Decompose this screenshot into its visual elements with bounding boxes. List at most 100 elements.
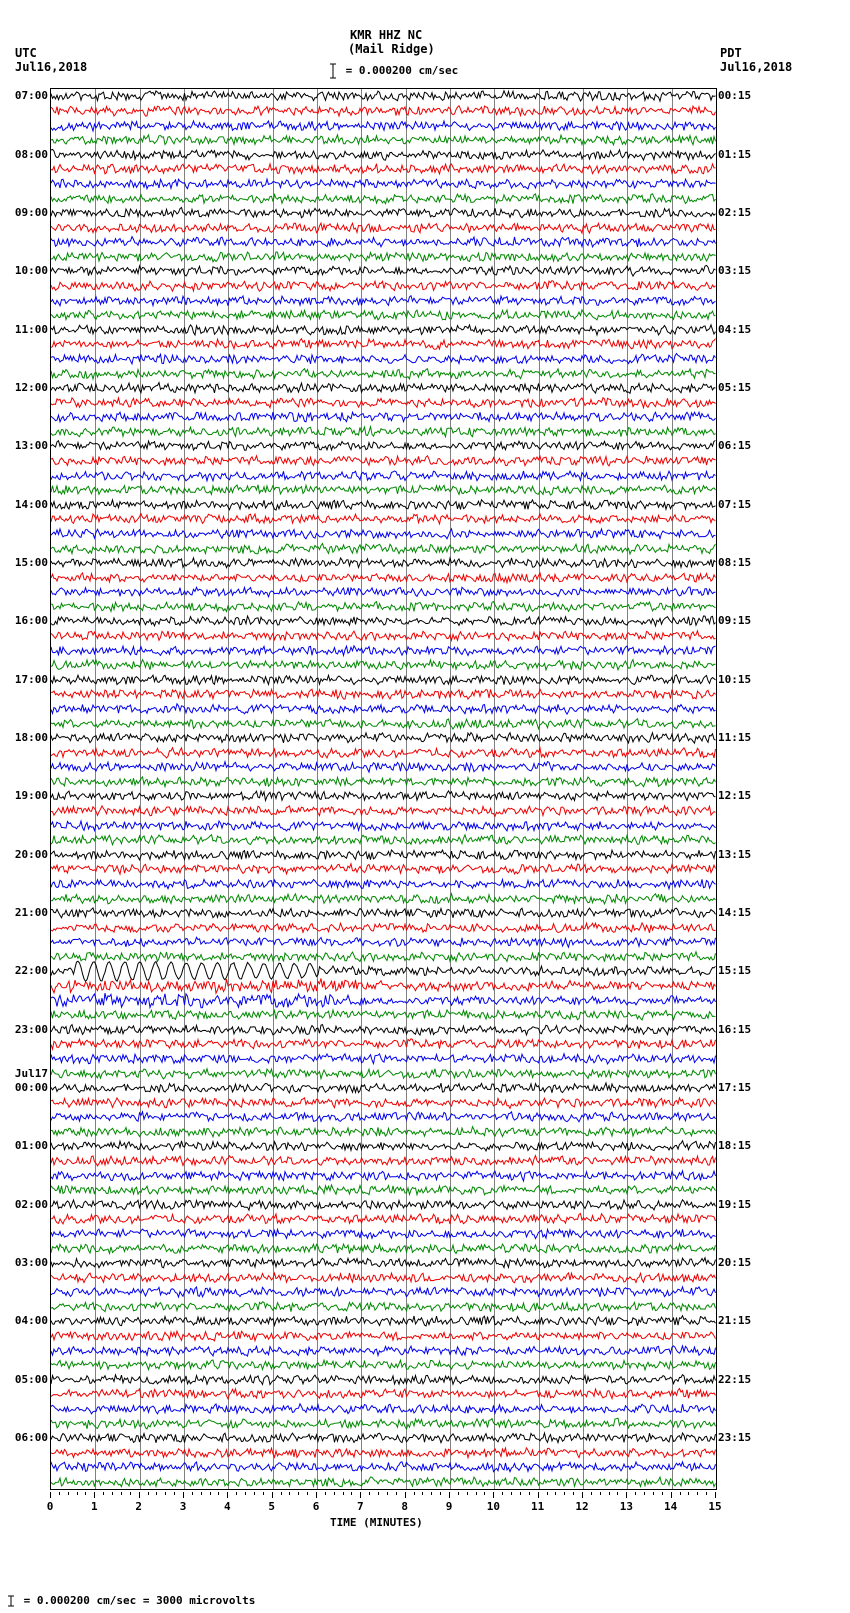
- seismic-trace: [51, 1445, 716, 1489]
- x-tick-minor: [688, 1492, 689, 1495]
- time-label-pdt: 10:15: [718, 673, 751, 686]
- seismic-trace: [51, 410, 716, 454]
- seismic-trace: [51, 1372, 716, 1416]
- x-tick-minor: [68, 1492, 69, 1495]
- time-label-pdt: 21:15: [718, 1314, 751, 1327]
- grid-line: [406, 89, 407, 1489]
- seismic-trace: [51, 629, 716, 673]
- grid-line: [494, 89, 495, 1489]
- x-tick: [227, 1492, 228, 1498]
- time-label-pdt: 23:15: [718, 1431, 751, 1444]
- x-tick: [671, 1492, 672, 1498]
- time-label-utc: 02:00: [3, 1198, 48, 1211]
- seismic-trace: [51, 745, 716, 789]
- time-label-utc: 04:00: [3, 1314, 48, 1327]
- x-tick-minor: [236, 1492, 237, 1495]
- seismic-trace: [51, 877, 716, 921]
- x-tick-minor: [201, 1492, 202, 1495]
- seismic-trace: [51, 439, 716, 483]
- x-tick-label: 2: [135, 1500, 142, 1513]
- time-label-pdt: 00:15: [718, 89, 751, 102]
- time-label-utc: 22:00: [3, 964, 48, 977]
- seismic-trace: [51, 1081, 716, 1125]
- seismic-trace: [51, 89, 716, 133]
- time-label-pdt: 03:15: [718, 264, 751, 277]
- x-tick-minor: [591, 1492, 592, 1495]
- seismic-trace: [51, 585, 716, 629]
- x-tick-minor: [431, 1492, 432, 1495]
- x-tick: [715, 1492, 716, 1498]
- seismic-trace: [51, 658, 716, 702]
- seismic-trace: [51, 366, 716, 410]
- time-label-pdt: 14:15: [718, 906, 751, 919]
- x-tick-minor: [635, 1492, 636, 1495]
- utc-label: UTC: [15, 46, 37, 60]
- seismic-trace: [51, 512, 716, 556]
- x-tick-label: 9: [446, 1500, 453, 1513]
- time-label-utc: 08:00: [3, 148, 48, 161]
- x-tick-minor: [564, 1492, 565, 1495]
- seismic-trace: [51, 249, 716, 293]
- seismic-trace: [51, 104, 716, 148]
- seismic-trace: [51, 1154, 716, 1198]
- seismic-trace: [51, 556, 716, 600]
- x-tick-minor: [112, 1492, 113, 1495]
- x-tick: [139, 1492, 140, 1498]
- seismic-trace: [51, 1343, 716, 1387]
- time-label-pdt: 15:15: [718, 964, 751, 977]
- seismic-trace: [51, 672, 716, 716]
- seismic-trace: [51, 1285, 716, 1329]
- x-tick-minor: [467, 1492, 468, 1495]
- time-label-pdt: 20:15: [718, 1256, 751, 1269]
- grid-line: [361, 89, 362, 1489]
- time-label-utc: 11:00: [3, 323, 48, 336]
- seismic-trace: [51, 424, 716, 468]
- seismic-trace: [51, 774, 716, 818]
- x-tick-label: 10: [487, 1500, 500, 1513]
- x-tick-minor: [697, 1492, 698, 1495]
- x-tick-minor: [555, 1492, 556, 1495]
- seismic-trace: [51, 643, 716, 687]
- x-tick-minor: [59, 1492, 60, 1495]
- utc-date: Jul16,2018: [15, 60, 87, 74]
- x-tick-minor: [343, 1492, 344, 1495]
- seismic-trace: [51, 906, 716, 950]
- x-tick-minor: [547, 1492, 548, 1495]
- x-axis-label: TIME (MINUTES): [330, 1516, 423, 1529]
- x-tick-minor: [156, 1492, 157, 1495]
- time-label-utc: 13:00: [3, 439, 48, 452]
- seismic-trace: [51, 483, 716, 527]
- seismic-trace: [51, 162, 716, 206]
- seismic-trace: [51, 206, 716, 250]
- time-label-utc: 00:00: [3, 1081, 48, 1094]
- grid-line: [95, 89, 96, 1489]
- seismic-trace: [51, 118, 716, 162]
- grid-line: [273, 89, 274, 1489]
- x-tick-minor: [706, 1492, 707, 1495]
- seismic-trace: [51, 235, 716, 279]
- x-tick-minor: [130, 1492, 131, 1495]
- time-label-utc: 10:00: [3, 264, 48, 277]
- seismic-trace: [51, 1124, 716, 1168]
- grid-line: [583, 89, 584, 1489]
- seismic-trace: [51, 1052, 716, 1096]
- time-label-utc: 06:00: [3, 1431, 48, 1444]
- x-tick-label: 14: [664, 1500, 677, 1513]
- x-tick: [538, 1492, 539, 1498]
- x-tick: [360, 1492, 361, 1498]
- seismic-trace: [51, 1022, 716, 1066]
- x-tick-minor: [520, 1492, 521, 1495]
- x-tick: [493, 1492, 494, 1498]
- grid-line: [539, 89, 540, 1489]
- time-label-pdt: 01:15: [718, 148, 751, 161]
- x-tick-minor: [254, 1492, 255, 1495]
- seismic-trace: [51, 716, 716, 760]
- grid-line: [228, 89, 229, 1489]
- time-label-pdt: 05:15: [718, 381, 751, 394]
- time-label-utc: 18:00: [3, 731, 48, 744]
- time-label-utc: 09:00: [3, 206, 48, 219]
- x-tick-minor: [573, 1492, 574, 1495]
- x-tick: [272, 1492, 273, 1498]
- x-tick-label: 11: [531, 1500, 544, 1513]
- seismic-trace: [51, 1431, 716, 1475]
